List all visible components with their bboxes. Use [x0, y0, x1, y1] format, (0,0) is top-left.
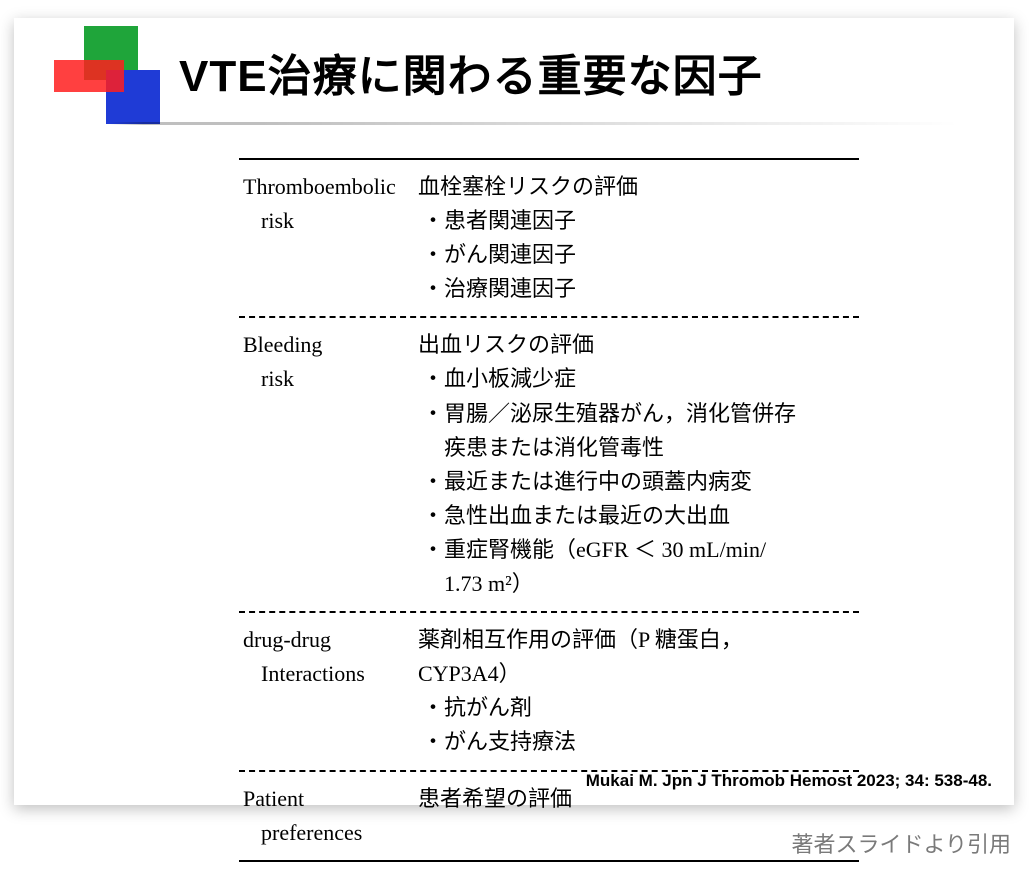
table-row: Bleeding risk 出血リスクの評価 ・血小板減少症 ・胃腸／泌尿生殖器…	[239, 318, 859, 611]
row-bullet: ・がん関連因子	[418, 238, 855, 272]
row-label-line1: Thromboembolic	[243, 174, 396, 199]
slide-card: VTE治療に関わる重要な因子 Thromboembolic risk 血栓塞栓リ…	[14, 18, 1014, 805]
row-heading: 血栓塞栓リスクの評価	[418, 170, 855, 204]
row-bullet: 1.73 m²）	[418, 567, 855, 601]
row-label-line2: preferences	[243, 816, 418, 850]
row-label-line1: Patient	[243, 786, 304, 811]
row-bullet: ・重症腎機能（eGFR ＜ 30 mL/min/	[418, 533, 855, 567]
row-label: Thromboembolic risk	[243, 166, 418, 238]
slide-title: VTE治療に関わる重要な因子	[179, 40, 763, 104]
row-label: Patient preferences	[243, 778, 418, 850]
row-label: Bleeding risk	[243, 324, 418, 396]
row-label: drug-drug Interactions	[243, 619, 418, 691]
table-rule-bottom	[239, 860, 859, 862]
row-label-line1: drug-drug	[243, 627, 331, 652]
row-bullet: 疾患または消化管毒性	[418, 431, 855, 465]
table-row: drug-drug Interactions 薬剤相互作用の評価（P 糖蛋白， …	[239, 613, 859, 769]
credit-text: 著者スライドより引用	[791, 827, 1011, 859]
row-bullet: ・血小板減少症	[418, 362, 855, 396]
factors-table: Thromboembolic risk 血栓塞栓リスクの評価 ・患者関連因子 ・…	[239, 158, 859, 862]
logo-square-red	[54, 60, 124, 92]
row-label-line1: Bleeding	[243, 332, 322, 357]
row-bullet: ・胃腸／泌尿生殖器がん，消化管併存	[418, 397, 855, 431]
row-label-line2: risk	[243, 204, 418, 238]
row-content: 血栓塞栓リスクの評価 ・患者関連因子 ・がん関連因子 ・治療関連因子	[418, 166, 855, 306]
row-heading: 出血リスクの評価	[418, 328, 855, 362]
row-label-line2: Interactions	[243, 657, 418, 691]
row-heading-cont: CYP3A4）	[418, 657, 855, 691]
row-heading: 薬剤相互作用の評価（P 糖蛋白，	[418, 623, 855, 657]
row-bullet: ・治療関連因子	[418, 272, 855, 306]
title-underline	[109, 122, 959, 125]
row-bullet: ・抗がん剤	[418, 691, 855, 725]
table-row: Thromboembolic risk 血栓塞栓リスクの評価 ・患者関連因子 ・…	[239, 160, 859, 316]
row-content: 薬剤相互作用の評価（P 糖蛋白， CYP3A4） ・抗がん剤 ・がん支持療法	[418, 619, 855, 759]
row-content: 出血リスクの評価 ・血小板減少症 ・胃腸／泌尿生殖器がん，消化管併存 疾患または…	[418, 324, 855, 601]
row-bullet: ・患者関連因子	[418, 204, 855, 238]
row-bullet: ・最近または進行中の頭蓋内病変	[418, 465, 855, 499]
citation-text: Mukai M. Jpn J Thromob Hemost 2023; 34: …	[586, 771, 992, 791]
row-bullet: ・がん支持療法	[418, 725, 855, 759]
row-bullet: ・急性出血または最近の大出血	[418, 499, 855, 533]
slide-logo	[54, 26, 164, 136]
row-label-line2: risk	[243, 362, 418, 396]
